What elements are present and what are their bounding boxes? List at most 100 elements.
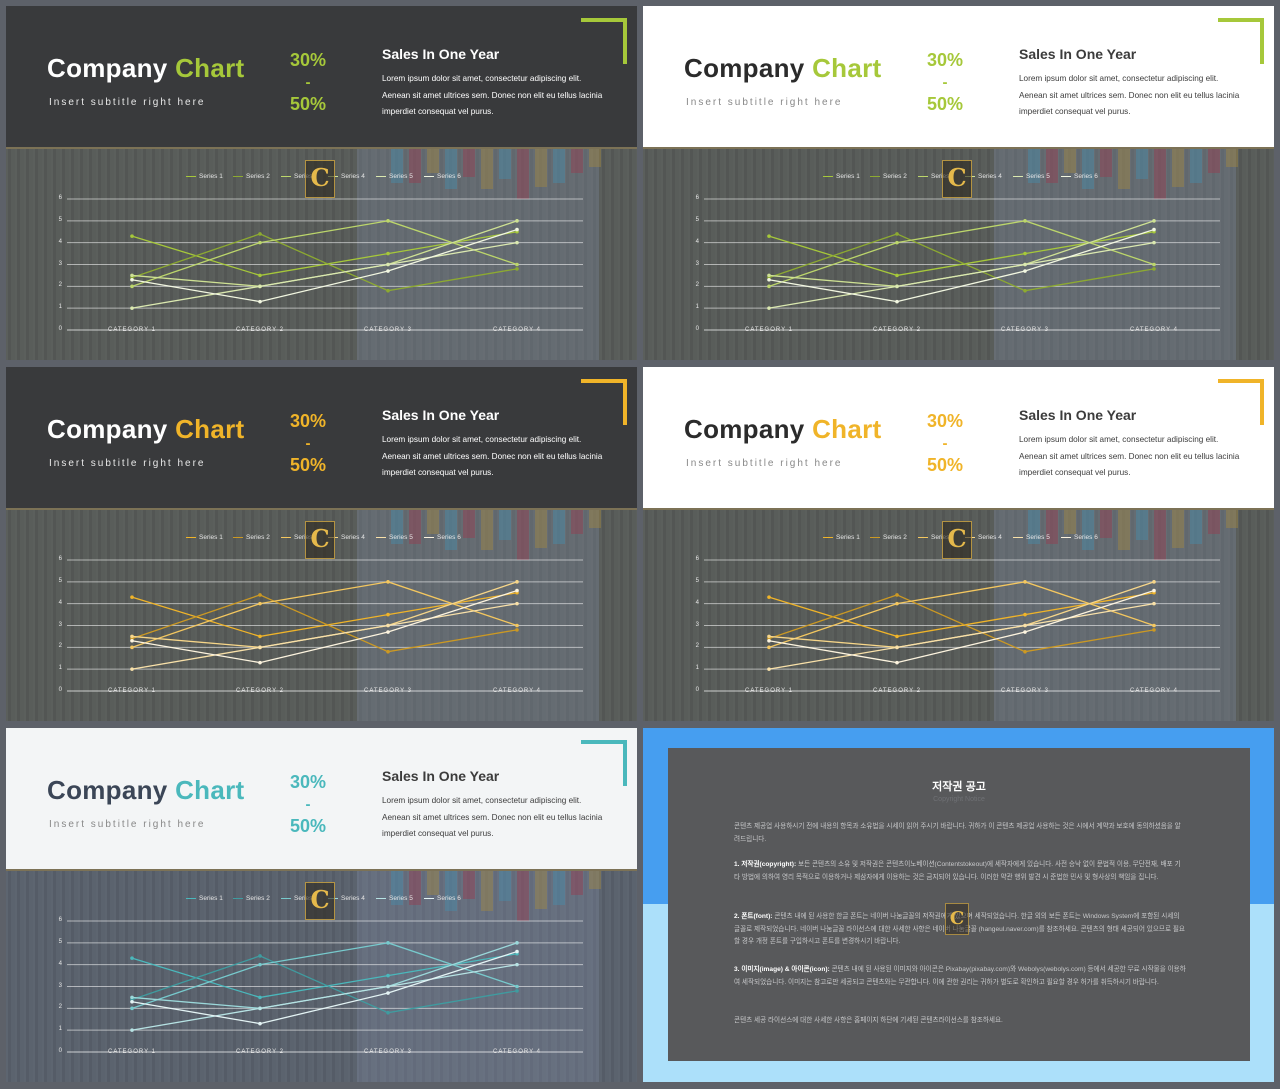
series-line-6 <box>768 589 1155 664</box>
legend-series-3: Series <box>281 173 312 180</box>
series-line-5 <box>768 242 1155 309</box>
y-tick-label-5: 5 <box>695 216 699 223</box>
series-5-point-2 <box>258 284 262 289</box>
series-4-point-4 <box>515 941 519 945</box>
notice-card: 저작권 공고 Copyright Notice 콘텐츠 제공업 사용하시기 전에… <box>668 748 1250 1061</box>
sales-heading: Sales In One Year <box>382 407 500 423</box>
legend-label: Series 4 <box>341 895 365 902</box>
series-4-point-1 <box>767 273 771 278</box>
line-chart <box>67 871 601 1053</box>
sales-body-text: Lorem ipsum dolor sit amet, consectetur … <box>382 435 603 477</box>
category-label-1: CATEGORY 1 <box>744 688 793 694</box>
chart-slide-4[interactable]: Company Chart Insert subtitle right here 3… <box>643 367 1274 721</box>
series-3-point-1 <box>130 645 134 650</box>
series-4-point-4 <box>515 580 519 584</box>
series-6-point-2 <box>258 299 262 304</box>
legend-label: Series 1 <box>199 173 223 180</box>
header-divider <box>6 508 637 510</box>
legend-marker <box>823 175 833 177</box>
legend-series-6: Series 6 <box>424 173 461 180</box>
photo-overlay-panel <box>994 149 1236 360</box>
chart-slide-5[interactable]: Company Chart Insert subtitle right here 3… <box>6 728 637 1082</box>
series-6-point-1 <box>130 999 134 1004</box>
header-divider <box>6 869 637 871</box>
legend-series-3: Series <box>918 173 949 180</box>
category-label-2: CATEGORY 2 <box>235 327 284 333</box>
series-4-point-4 <box>515 219 519 223</box>
series-2-point-4 <box>515 628 519 632</box>
background-bar-decoration <box>409 149 421 183</box>
slide-header: Company Chart Insert subtitle right here 3… <box>6 728 637 871</box>
legend-label: Series 2 <box>883 534 907 541</box>
series-2-point-3 <box>1023 649 1027 654</box>
series-5-point-4 <box>1152 601 1156 606</box>
y-tick-label-1: 1 <box>58 1026 62 1033</box>
series-5-point-3 <box>1023 262 1027 267</box>
legend-label: Series 6 <box>1074 173 1098 180</box>
legend-series-2: Series 2 <box>233 895 270 902</box>
series-line-2 <box>768 233 1155 292</box>
legend-series-5: Series 5 <box>376 534 413 541</box>
background-bar-decoration <box>499 149 511 179</box>
slide-title: Company Chart <box>47 775 245 806</box>
sales-body-text: Lorem ipsum dolor sit amet, consectetur … <box>382 74 603 116</box>
background-bar-decoration <box>427 149 439 173</box>
chart-area: 0 1 2 3 4 5 6 Series 1 Series 2 Series Series 4 Ser… <box>6 510 637 721</box>
background-bar-decoration <box>535 510 547 548</box>
legend-marker <box>918 175 928 177</box>
series-3-point-1 <box>767 645 771 650</box>
category-label-3: CATEGORY 3 <box>363 1049 412 1055</box>
title-word-chart: Chart <box>175 53 245 83</box>
background-bar-decoration <box>589 510 601 528</box>
series-5-point-2 <box>258 645 262 650</box>
category-label-1: CATEGORY 1 <box>107 688 156 694</box>
background-bar-decoration <box>1118 149 1130 189</box>
series-1-point-1 <box>767 234 771 238</box>
series-line-1 <box>131 592 518 638</box>
legend-series-1: Series 1 <box>823 534 860 541</box>
legend-marker <box>186 175 196 177</box>
y-tick-label-5: 5 <box>695 577 699 584</box>
background-bar-decoration <box>481 510 493 550</box>
legend-label: Series 1 <box>199 534 223 541</box>
chart-slide-1[interactable]: Company Chart Insert subtitle right here 3… <box>6 6 637 360</box>
category-label-2: CATEGORY 2 <box>235 1049 284 1055</box>
series-line-1 <box>131 953 518 999</box>
series-3-point-3 <box>1023 219 1027 223</box>
series-1-point-3 <box>386 973 390 978</box>
background-bar-decoration <box>1154 510 1166 560</box>
photo-overlay-panel <box>357 871 599 1082</box>
title-word-company: Company <box>684 53 805 83</box>
background-bar-decoration <box>1028 510 1040 544</box>
category-label-4: CATEGORY 4 <box>492 327 541 333</box>
series-5-point-4 <box>515 240 519 245</box>
y-tick-label-0: 0 <box>695 326 699 332</box>
series-1-point-2 <box>258 634 262 639</box>
background-bar-decoration <box>1100 149 1112 177</box>
series-6-point-1 <box>767 277 771 282</box>
photo-overlay-panel <box>994 510 1236 721</box>
series-2-point-3 <box>386 1010 390 1015</box>
notice-paragraph-copyright: 1. 저작권(copyright): 보든 콘텐츠의 소유 및 저작권은 콘텐츠… <box>734 859 1186 884</box>
series-3-point-3 <box>1023 580 1027 584</box>
background-bar-decoration <box>1226 149 1238 167</box>
chart-slide-3[interactable]: Company Chart Insert subtitle right here 3… <box>6 367 637 721</box>
legend-series-6: Series 6 <box>1061 173 1098 180</box>
series-3-point-1 <box>130 284 134 289</box>
series-1-point-1 <box>130 956 134 960</box>
series-line-2 <box>131 955 518 1014</box>
chart-slide-2[interactable]: Company Chart Insert subtitle right here 3… <box>643 6 1274 360</box>
category-label-3: CATEGORY 3 <box>363 688 412 694</box>
line-chart <box>67 149 601 331</box>
slide-header: Company Chart Insert subtitle right here 3… <box>6 367 637 510</box>
legend-series-3: Series <box>281 534 312 541</box>
category-label-4: CATEGORY 4 <box>1129 327 1178 333</box>
series-6-point-4 <box>515 588 519 593</box>
y-tick-label-1: 1 <box>58 304 62 311</box>
copyright-notice-slide[interactable]: 저작권 공고 Copyright Notice 콘텐츠 제공업 사용하시기 전에… <box>643 728 1274 1082</box>
y-tick-label-3: 3 <box>695 260 699 267</box>
background-bar-decoration <box>1046 149 1058 183</box>
y-tick-label-0: 0 <box>58 687 62 693</box>
series-2-point-3 <box>386 649 390 654</box>
legend-series-2: Series 2 <box>870 534 907 541</box>
